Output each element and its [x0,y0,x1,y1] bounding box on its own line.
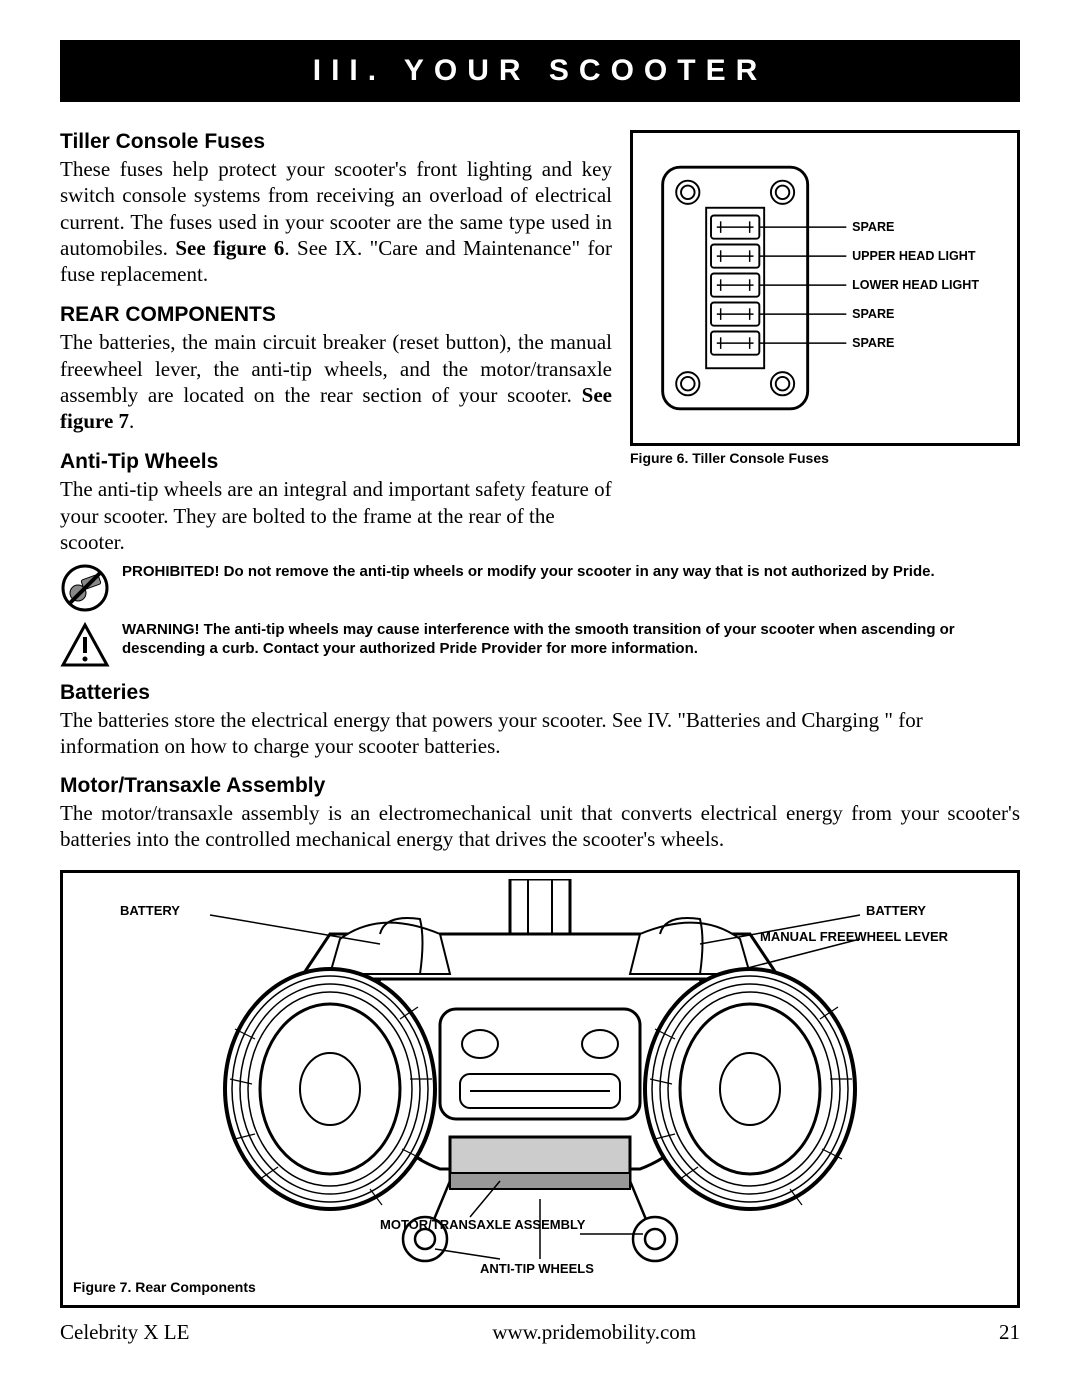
para-rear-components: The batteries, the main circuit breaker … [60,329,612,434]
fig7-label-motor: MOTOR/TRANSAXLE ASSEMBLY [380,1217,586,1232]
figure7-caption: Figure 7. Rear Components [73,1279,1007,1295]
figure6-box: SPARE UPPER HEAD LIGHT LOWER HEAD LIGHT … [630,130,1020,446]
para-motor: The motor/transaxle assembly is an elect… [60,800,1020,853]
heading-batteries: Batteries [60,681,1020,705]
fig7-label-freewheel: MANUAL FREEWHEEL LEVER [760,929,949,944]
para-tiller-fuses: These fuses help protect your scooter's … [60,156,612,287]
heading-tiller-fuses: Tiller Console Fuses [60,130,612,154]
text-fragment: The batteries, the main circuit breaker … [60,330,612,407]
prohibited-label: PROHIBITED! [122,563,224,580]
figure6-svg: SPARE UPPER HEAD LIGHT LOWER HEAD LIGHT … [653,153,1001,423]
footer-left: Celebrity X LE [60,1320,189,1345]
fuse-label-1: UPPER HEAD LIGHT [852,249,976,263]
figure7-box: BATTERY BATTERY MANUAL FREEWHEEL LEVER M… [60,870,1020,1308]
footer-row: Celebrity X LE www.pridemobility.com 21 [60,1320,1020,1345]
prohibited-icon [60,563,110,613]
prohibited-text: PROHIBITED! Do not remove the anti-tip w… [122,563,935,582]
fig7-label-antitip: ANTI-TIP WHEELS [480,1261,594,1276]
para-antitip: The anti-tip wheels are an integral and … [60,476,612,555]
fig7-label-battery-r: BATTERY [866,903,926,918]
heading-antitip: Anti-Tip Wheels [60,450,612,474]
warning-icon [60,621,110,671]
fuse-label-4: SPARE [852,336,894,350]
figure6-column: SPARE UPPER HEAD LIGHT LOWER HEAD LIGHT … [630,130,1020,555]
prohibited-note-row: PROHIBITED! Do not remove the anti-tip w… [60,563,1020,613]
prohibited-body: Do not remove the anti-tip wheels or mod… [224,563,935,580]
fuse-label-2: LOWER HEAD LIGHT [852,278,979,292]
fuse-label-3: SPARE [852,307,894,321]
heading-rear-components: REAR COMPONENTS [60,303,612,327]
heading-motor: Motor/Transaxle Assembly [60,774,1020,798]
para-batteries: The batteries store the electrical energ… [60,707,1020,760]
footer-center: www.pridemobility.com [492,1320,696,1345]
fuse-label-0: SPARE [852,220,894,234]
figure7-svg: BATTERY BATTERY MANUAL FREEWHEEL LEVER M… [73,879,1007,1279]
text-column: Tiller Console Fuses These fuses help pr… [60,130,612,555]
text-fragment: . [129,409,134,433]
bold-see-fig6: See figure 6 [175,236,284,260]
warning-text: WARNING! The anti-tip wheels may cause i… [122,621,1020,659]
warning-note-row: WARNING! The anti-tip wheels may cause i… [60,621,1020,671]
figure6-caption: Figure 6. Tiller Console Fuses [630,450,1020,466]
section-banner: III. YOUR SCOOTER [60,40,1020,102]
warning-label: WARNING! [122,621,204,638]
top-content-row: Tiller Console Fuses These fuses help pr… [60,130,1020,555]
fig7-label-battery-l: BATTERY [120,903,180,918]
warning-body: The anti-tip wheels may cause interferen… [122,621,955,657]
footer-right: 21 [999,1320,1020,1345]
